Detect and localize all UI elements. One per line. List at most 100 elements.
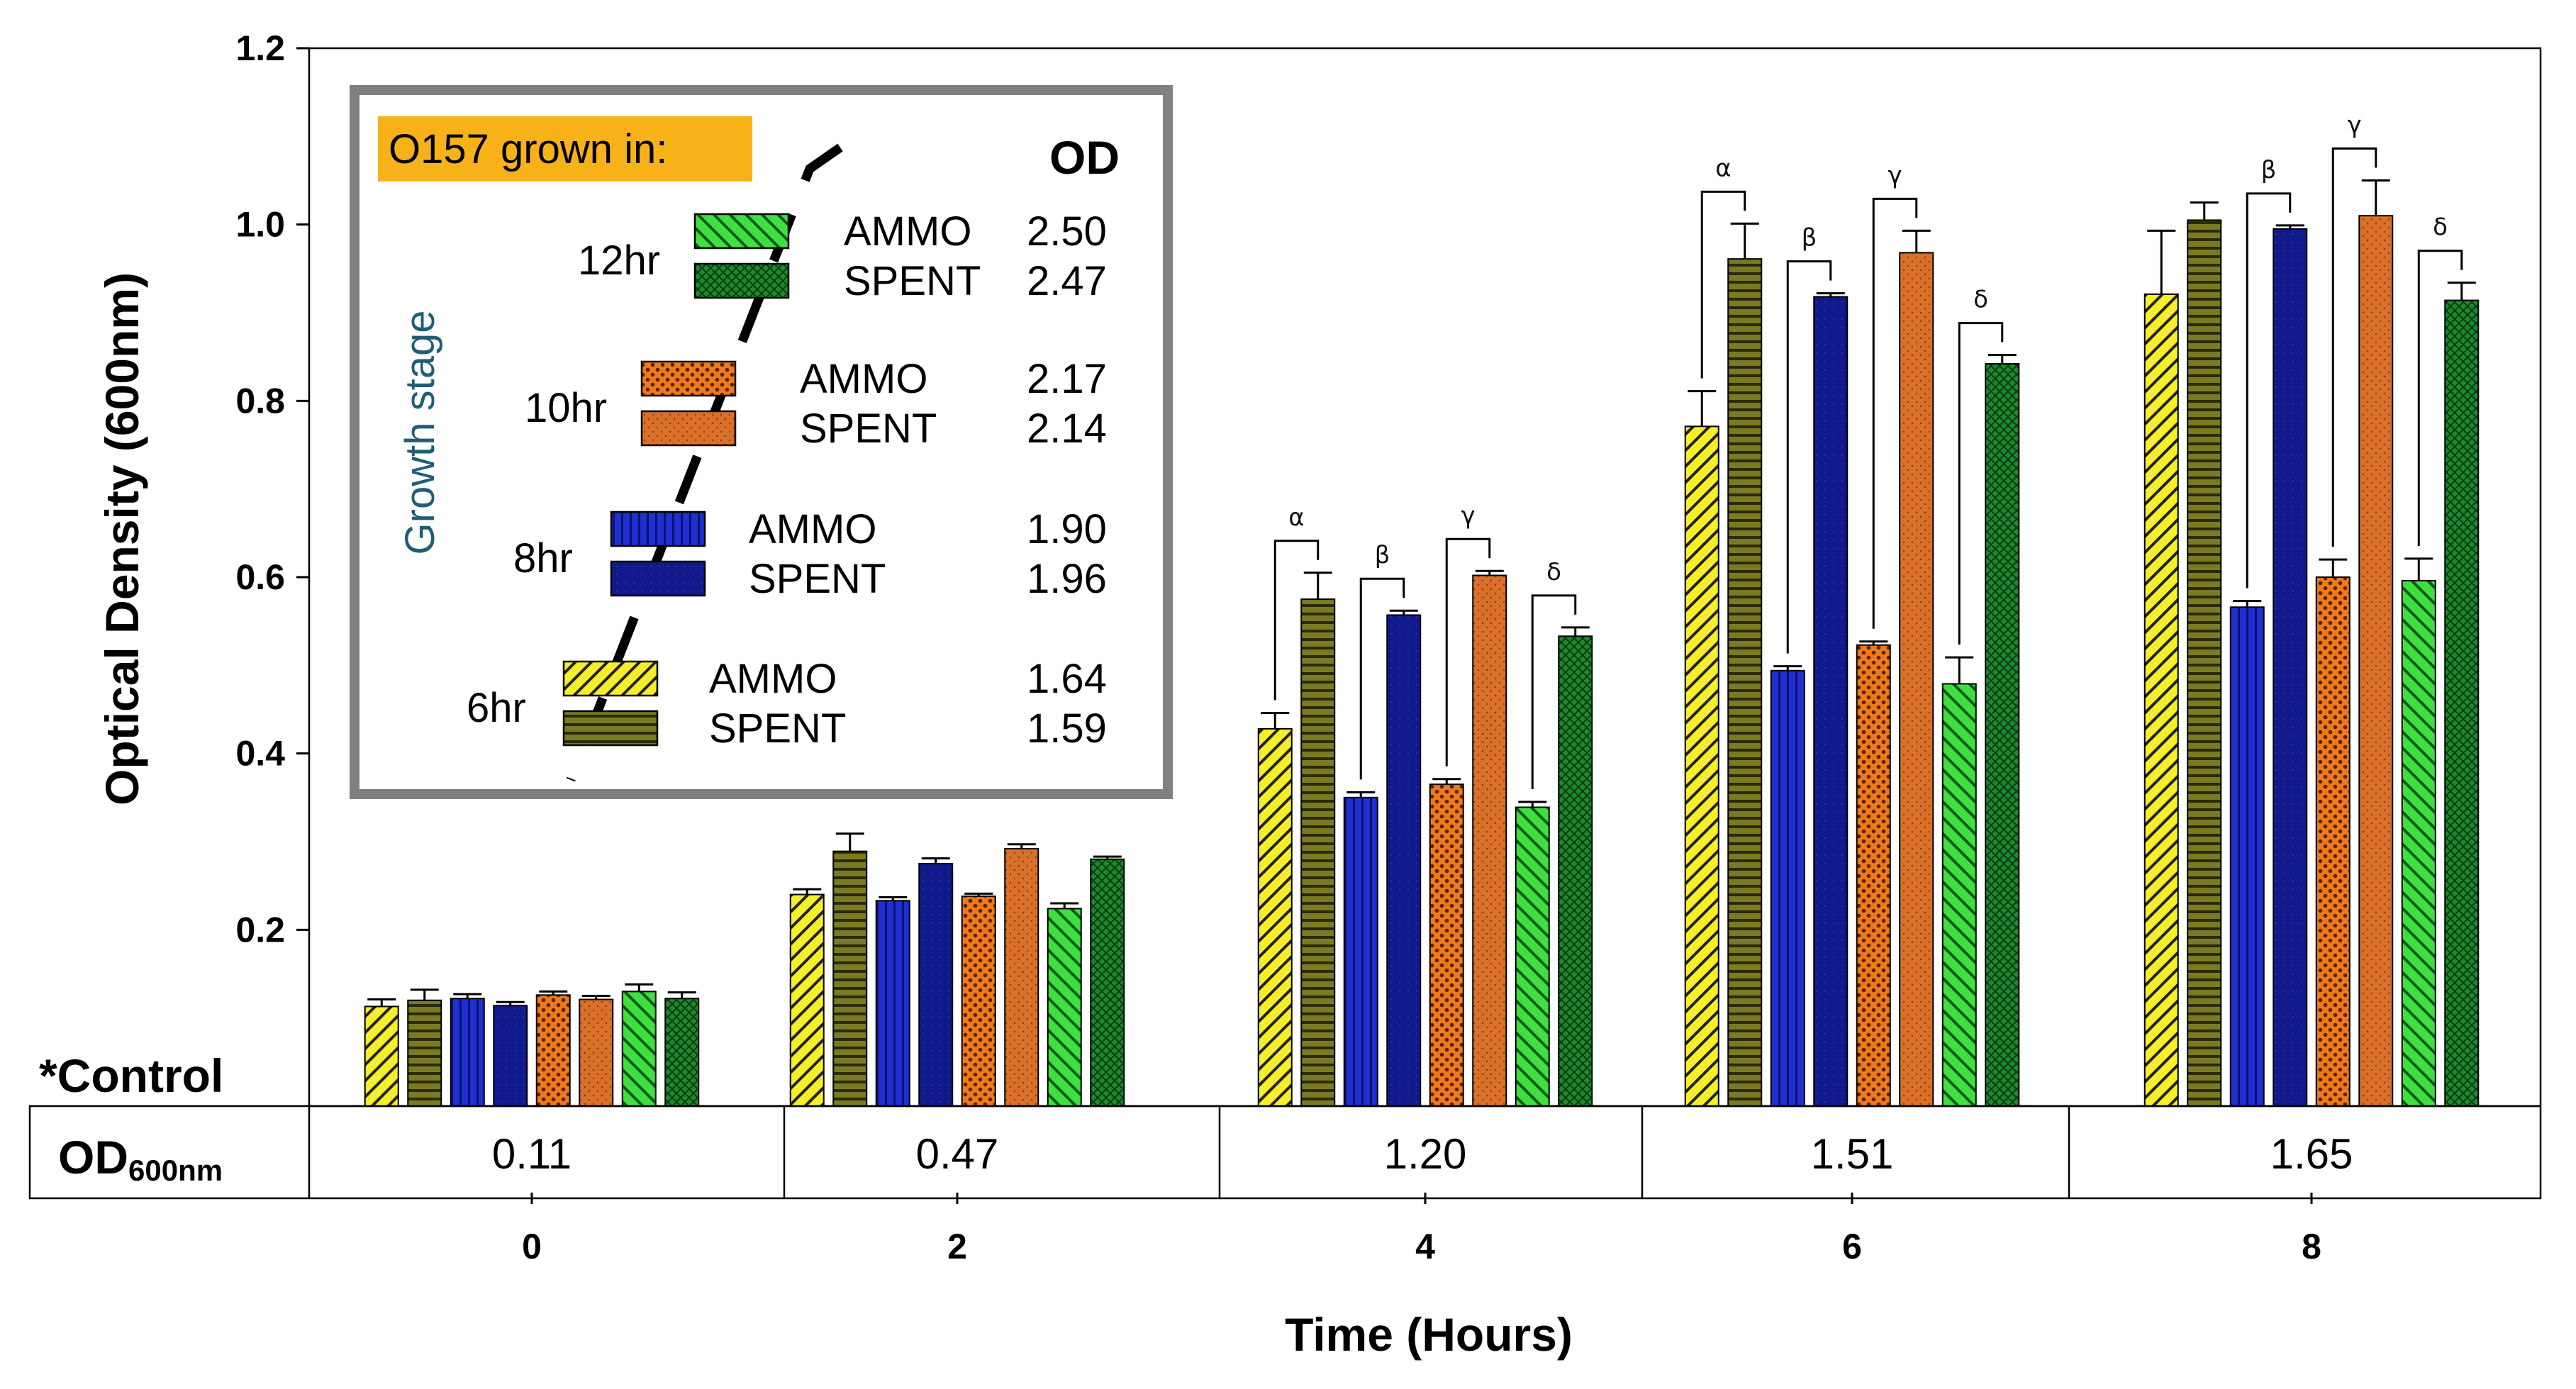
x-axis-title: Time (Hours) [1285,1308,1573,1361]
legend-stage-12hr: 12hr [578,238,660,284]
x-tick-label: 8 [2302,1227,2321,1266]
od-row-label-main: OD [58,1131,128,1183]
x-tick-label: 4 [1415,1227,1435,1266]
legend-swatch-s10a [640,360,737,397]
legend-stage-10hr: 10hr [525,385,607,431]
legend-swatch-s8a [610,511,706,547]
significance-symbol: β [1375,541,1390,569]
control-note: *Control [39,1049,223,1102]
legend-od-value: 1.64 [1027,656,1107,702]
bar-s10a-t0 [535,994,571,1107]
legend-od-value: 2.17 [1027,356,1107,402]
significance-bracket [1786,260,1832,654]
legend-od-header: OD [1049,131,1120,184]
legend-stage-8hr: 8hr [513,535,573,581]
significance-bracket [1958,322,2004,645]
legend-label: AMMO [709,656,837,702]
legend-title-background [378,116,752,182]
significance-symbol: δ [1546,558,1561,586]
y-tick-label: 1.0 [235,205,285,245]
bar-s6a-t8 [2143,293,2179,1107]
legend-stage-label: Growth stage [397,311,443,555]
y-tick-label: 0.8 [235,381,285,420]
bar-s10s-t6 [1899,252,1934,1107]
significance-symbol: β [1802,224,1817,252]
legend-label: SPENT [749,556,886,602]
significance-brackets: α β γ δ α β γ δ β γ δ [1273,111,2463,790]
bar-s8a-t4 [1343,796,1378,1108]
legend-frame [350,85,1173,799]
significance-bracket [1531,594,1577,790]
bar-s6s-t6 [1727,258,1763,1108]
table-frame [28,1105,2542,1200]
significance-symbol: δ [1973,286,1988,314]
bar-s10s-t2 [1004,847,1039,1107]
significance-bracket [1445,537,1491,766]
legend: O157 grown in: OD Growth stage 12hr AMMO 2… [350,85,1173,799]
y-tick-label: 0.4 [235,734,285,774]
bar-s12s-t2 [1090,858,1125,1108]
y-tick-label: 0.2 [235,910,285,949]
bar-s10a-t2 [961,896,996,1107]
legend-swatch-s6a [562,660,659,697]
legend-entries: 12hr AMMO 2.50 SPENT 2.47 10hr AMMO 2.17 SPENT 2.… [467,208,1107,752]
table-cell: 0.11 [492,1130,571,1178]
bar-s8a-t2 [875,900,910,1107]
significance-symbol: β [2261,156,2277,184]
significance-symbol: δ [2433,213,2448,242]
significance-symbol: α [1288,503,1304,532]
significance-symbol: γ [1461,501,1475,530]
legend-swatch-s12a [693,213,790,250]
significance-bracket [1700,190,1746,379]
bar-s12s-t0 [664,998,700,1108]
y-tick-label: 0.6 [235,557,285,597]
x-tick-label: 2 [947,1227,967,1266]
legend-od-value: 2.14 [1027,406,1107,452]
legend-label: AMMO [800,356,927,402]
legend-od-value: 1.96 [1027,556,1107,602]
bar-s6a-t0 [364,1005,399,1107]
bar-s8s-t0 [493,1005,528,1108]
table-cell: 1.20 [1384,1130,1467,1178]
bar-s8a-t6 [1770,669,1805,1107]
bar-s8a-t0 [450,998,485,1108]
bar-s10a-t6 [1856,644,1891,1107]
legend-swatch-s8s [610,560,706,597]
legend-swatch-s10s [640,410,737,447]
bar-s6a-t4 [1257,727,1293,1108]
bar-s12a-t0 [621,991,657,1108]
bar-s12s-t8 [2444,299,2480,1107]
x-tick-label: 0 [522,1227,542,1266]
bar-s10s-t0 [579,998,614,1107]
bar-s6s-t4 [1300,598,1336,1107]
bar-s8s-t6 [1813,296,1849,1107]
legend-title: O157 grown in: [389,126,667,172]
y-tick-label: 1.2 [235,28,285,68]
legend-label: SPENT [844,258,981,304]
od-row-label-sub: 600nm [128,1154,223,1187]
significance-bracket [2417,250,2463,546]
bar-s6a-t2 [789,893,825,1107]
bar-s10a-t8 [2315,576,2351,1107]
significance-symbol: γ [2347,111,2361,140]
bar-s10s-t8 [2358,215,2394,1108]
legend-label: AMMO [844,208,971,255]
bar-s6s-t8 [2187,219,2222,1108]
bar-s12s-t6 [1985,363,2020,1108]
bar-s12a-t2 [1047,908,1082,1107]
legend-label: SPENT [709,705,846,752]
legend-swatch-s6s [562,710,659,747]
significance-symbol: α [1715,154,1731,182]
bar-s6a-t6 [1684,425,1719,1107]
bars [364,179,2480,1108]
legend-label: AMMO [749,506,876,552]
significance-bracket [2331,147,2377,547]
table-cell: 1.65 [2270,1130,2353,1178]
legend-label: SPENT [800,406,937,452]
od-table: 0.11 0.47 1.20 1.51 1.65 [28,1105,2542,1200]
significance-bracket [2246,192,2292,588]
bar-s8s-t4 [1386,614,1422,1107]
y-axis-title: Optical Density (600nm) [96,272,148,805]
bar-s10a-t4 [1429,783,1464,1108]
bar-s6s-t2 [832,850,868,1107]
